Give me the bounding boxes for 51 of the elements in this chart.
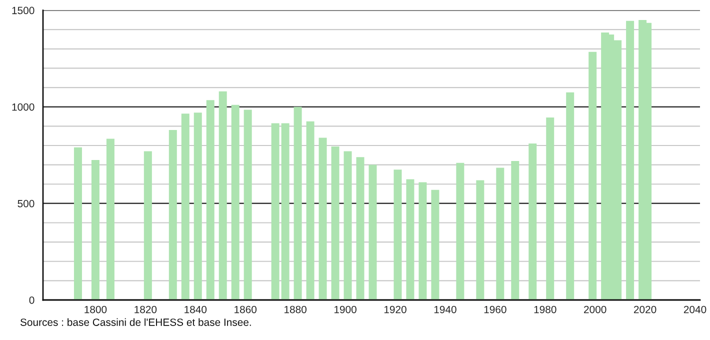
bar <box>331 146 340 300</box>
bar <box>281 123 290 300</box>
x-tick-label: 2040 <box>684 306 706 314</box>
bar <box>588 52 597 300</box>
bar <box>456 162 464 300</box>
bar <box>206 100 214 300</box>
bar <box>511 160 520 300</box>
bar <box>91 160 100 300</box>
source-note: Sources : base Cassini de l'EHESS et base Insee. <box>20 318 251 326</box>
x-tick-label: 1840 <box>184 306 207 314</box>
bar <box>496 168 504 300</box>
x-tick-label: 1920 <box>384 306 406 314</box>
bar <box>144 151 152 300</box>
bar <box>218 91 227 300</box>
bar <box>431 190 440 300</box>
bar <box>626 20 634 300</box>
y-tick-label: 1000 <box>12 103 34 111</box>
x-tick-label: 1900 <box>334 306 356 314</box>
x-tick-label: 1980 <box>534 306 556 314</box>
bar <box>318 138 327 300</box>
bar <box>74 147 82 300</box>
bar <box>244 110 252 300</box>
bar <box>168 130 177 300</box>
bar <box>106 138 114 300</box>
bar <box>306 121 314 300</box>
x-tick-label: 1860 <box>234 306 257 314</box>
bar <box>406 179 414 300</box>
y-tick-label: 0 <box>29 296 34 304</box>
bar <box>528 144 537 300</box>
bar <box>294 106 302 300</box>
bar <box>476 180 484 300</box>
bar <box>356 157 364 300</box>
bar <box>418 182 427 300</box>
bar <box>394 170 402 300</box>
x-tick-label: 1800 <box>84 306 107 314</box>
x-tick-label: 2020 <box>634 306 656 314</box>
bar <box>368 164 377 300</box>
x-tick-label: 1820 <box>134 306 157 314</box>
x-tick-label: 1880 <box>284 306 306 314</box>
y-tick-label: 500 <box>18 200 34 208</box>
bar <box>181 114 190 300</box>
y-tick-label: 1500 <box>12 6 34 14</box>
x-tick-label: 1940 <box>434 306 456 314</box>
bar <box>194 112 202 300</box>
bar <box>566 92 574 300</box>
x-tick-label: 1960 <box>484 306 506 314</box>
bar <box>546 117 554 300</box>
bar <box>271 123 280 300</box>
bar <box>344 151 352 300</box>
bar <box>231 104 240 300</box>
x-tick-label: 2000 <box>584 306 606 314</box>
